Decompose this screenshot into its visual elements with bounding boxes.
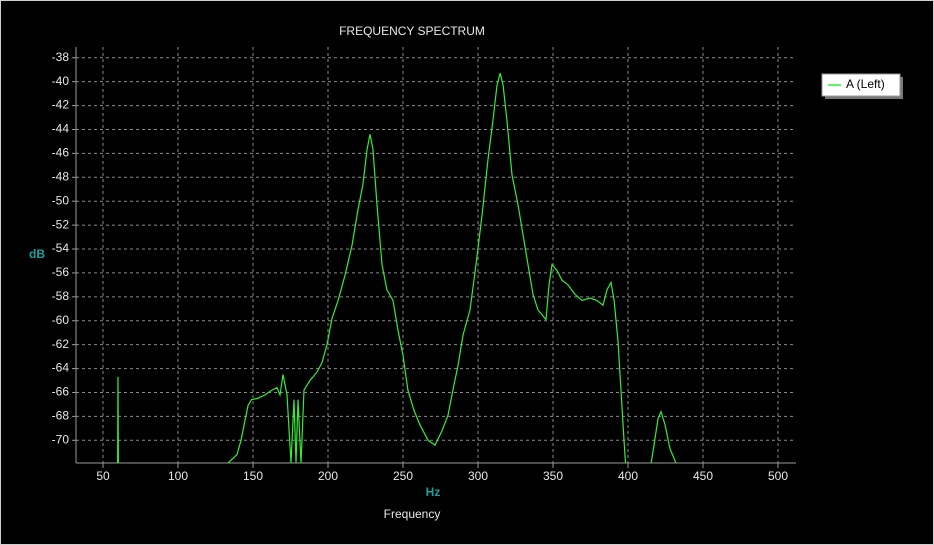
- y-tick-label: -56: [52, 265, 70, 279]
- chart-title: FREQUENCY SPECTRUM: [339, 24, 485, 38]
- y-tick-label: -44: [52, 122, 70, 136]
- x-tick-label: 150: [243, 469, 263, 483]
- y-tick-label: -50: [52, 193, 70, 207]
- plot-area: [117, 73, 677, 463]
- y-tick-label: -62: [52, 337, 70, 351]
- spectrum-line: [117, 73, 677, 463]
- y-axis-label: dB: [29, 247, 45, 261]
- x-tick-label: 250: [393, 469, 413, 483]
- x-tick-label: 200: [318, 469, 338, 483]
- x-tick-label: 100: [168, 469, 188, 483]
- x-tick-label: 350: [543, 469, 563, 483]
- y-tick-label: -58: [52, 289, 70, 303]
- x-tick-label: 300: [468, 469, 488, 483]
- y-tick-label: -40: [52, 74, 70, 88]
- y-tick-label: -52: [52, 217, 70, 231]
- legend-label: A (Left): [846, 77, 885, 91]
- y-tick-label: -60: [52, 313, 70, 327]
- x-tick-label: 50: [96, 469, 110, 483]
- y-tick-label: -54: [52, 241, 70, 255]
- x-tick-label: 500: [768, 469, 788, 483]
- legend-box: [821, 73, 901, 97]
- y-tick-label: -46: [52, 146, 70, 160]
- y-tick-label: -68: [52, 409, 70, 423]
- y-tick-label: -64: [52, 361, 70, 375]
- x-tick-label: 400: [618, 469, 638, 483]
- x-tick-label: 450: [693, 469, 713, 483]
- y-tick-label: -70: [52, 432, 70, 446]
- x-axis-label: Frequency: [384, 507, 441, 521]
- y-tick-label: -48: [52, 169, 70, 183]
- y-tick-label: -66: [52, 385, 70, 399]
- x-axis-unit: Hz: [426, 485, 441, 499]
- y-tick-label: -42: [52, 98, 70, 112]
- y-tick-label: -38: [52, 50, 70, 64]
